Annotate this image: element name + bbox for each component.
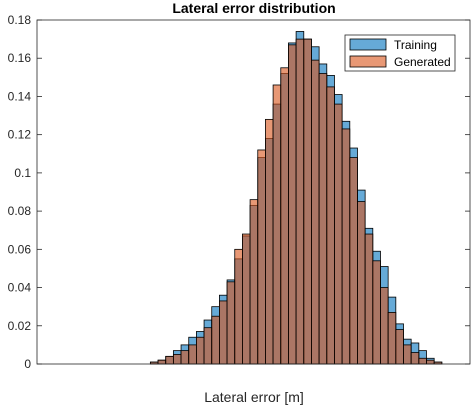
y-tick-label: 0.1 [14, 166, 31, 180]
y-tick-label: 0.04 [8, 281, 32, 295]
bar-generated-17 [172, 354, 182, 365]
bar-generated-40 [349, 157, 358, 365]
bar-generated-48 [410, 352, 420, 365]
bar-generated-19 [188, 344, 197, 365]
bar-generated-15 [157, 359, 167, 365]
bar-generated-44 [380, 287, 389, 365]
y-ticks: 0 0.02 0.04 0.06 0.08 0.1 0.12 0.14 0.16 0.18 [8, 13, 470, 371]
bar-generated-47 [403, 344, 412, 365]
y-tick-label: 0.08 [8, 204, 32, 218]
bar-generated-37 [326, 86, 335, 365]
bar-generated-50 [426, 359, 435, 365]
axes-box [36, 19, 471, 365]
bar-generated-26 [242, 233, 251, 365]
bar-generated-38 [334, 103, 343, 365]
bar-generated-27 [249, 199, 259, 365]
bar-generated-21 [203, 327, 213, 365]
bar-generated-29 [265, 118, 274, 365]
bar-generated-35 [311, 59, 320, 365]
y-tick-label: 0.14 [8, 89, 32, 103]
bar-generated-45 [387, 311, 397, 365]
bar-generated-33 [295, 38, 305, 365]
axes-layer [36, 19, 471, 365]
chart-title: Lateral error distribution [172, 0, 335, 16]
bar-generated-34 [303, 38, 312, 365]
bar-generated-24 [226, 281, 236, 365]
bar-generated-30 [272, 84, 282, 365]
bar-generated-42 [364, 233, 374, 365]
legend-label-generated: Generated [394, 55, 451, 69]
bar-generated-20 [195, 336, 205, 365]
series-generated [149, 38, 443, 365]
legend-swatch-training [349, 38, 387, 51]
bar-generated-41 [357, 201, 366, 365]
x-axis-label: Lateral error [m] [204, 389, 304, 405]
bar-generated-43 [372, 260, 381, 365]
bar-generated-32 [288, 44, 297, 365]
legend: Training Generated [344, 34, 456, 72]
bar-generated-23 [219, 300, 228, 365]
y-tick-label: 0.16 [8, 51, 32, 65]
bar-generated-18 [180, 350, 190, 365]
bar-generated-39 [341, 128, 351, 365]
bar-generated-25 [234, 248, 243, 365]
bar-generated-28 [257, 149, 266, 365]
bar-generated-31 [280, 67, 289, 365]
legend-label-training: Training [394, 38, 437, 52]
bar-generated-46 [395, 329, 404, 365]
legend-swatch-generated [349, 55, 387, 68]
bar-generated-16 [165, 355, 174, 365]
y-tick-label: 0.12 [8, 128, 32, 142]
y-tick-label: 0.18 [8, 13, 32, 27]
bar-generated-22 [211, 315, 220, 365]
y-tick-label: 0 [24, 357, 31, 371]
bar-generated-49 [418, 357, 427, 365]
y-tick-label: 0.02 [8, 319, 32, 333]
y-tick-label: 0.06 [8, 242, 32, 256]
bar-generated-36 [318, 73, 328, 365]
